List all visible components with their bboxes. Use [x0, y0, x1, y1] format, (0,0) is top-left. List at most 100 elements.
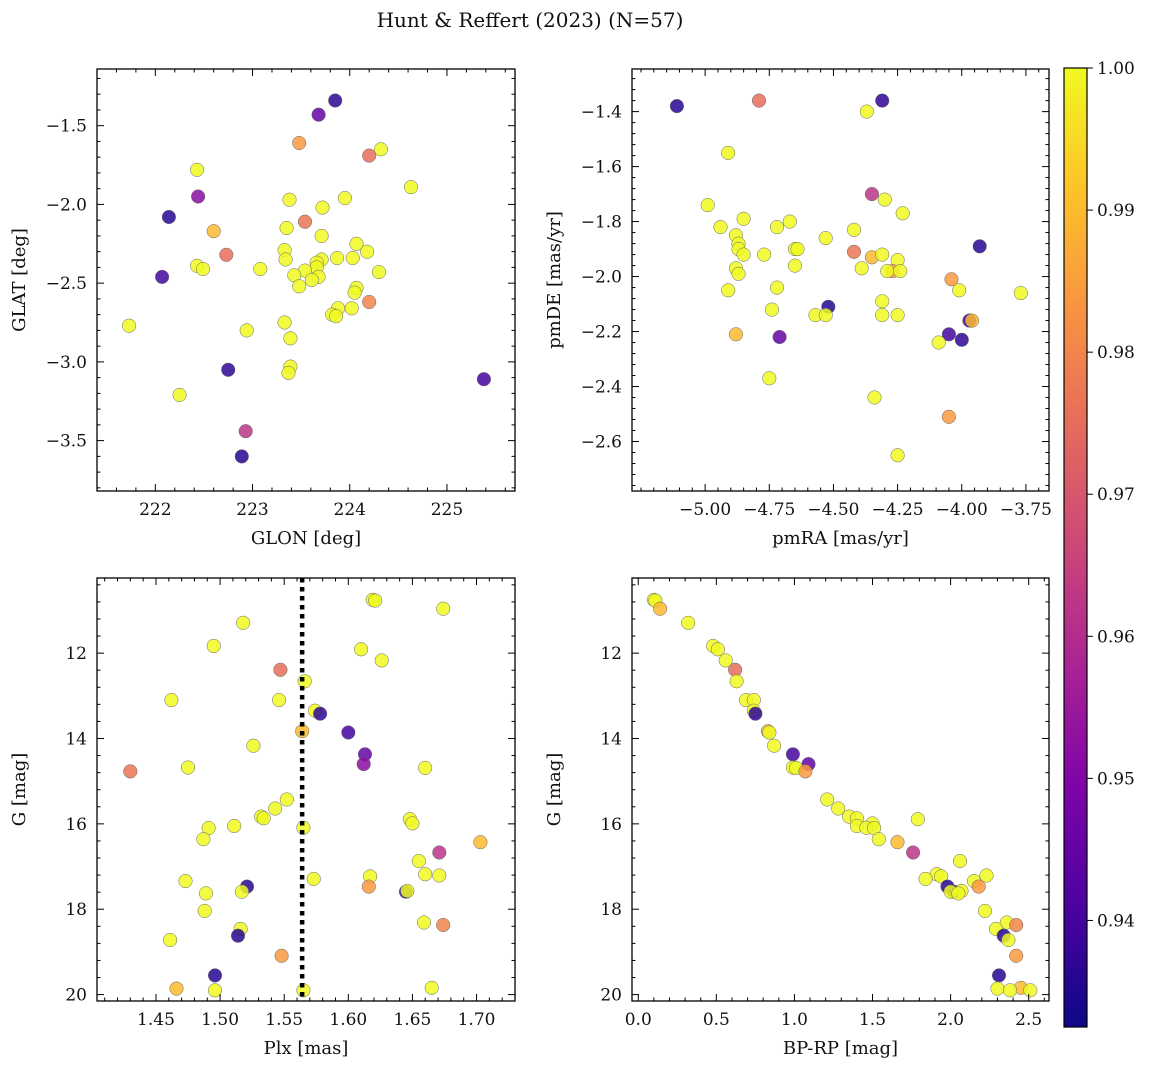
y-axis-label: GLAT [deg]: [9, 228, 30, 332]
data-point: [964, 313, 980, 328]
data-point: [1013, 286, 1028, 301]
x-axis-label: pmRA [mas/yr]: [772, 528, 909, 549]
data-point: [931, 335, 946, 350]
data-point: [818, 308, 833, 323]
data-point: [219, 247, 234, 262]
y-tick-label: 16: [65, 815, 87, 835]
data-point: [875, 247, 890, 262]
data-point: [207, 968, 223, 983]
data-point: [253, 261, 268, 277]
data-point: [890, 308, 905, 323]
x-tick-label: 222: [139, 500, 171, 520]
data-point: [669, 99, 684, 114]
data-point: [721, 283, 736, 298]
data-point: [273, 662, 288, 677]
y-tick-label: −1.8: [581, 213, 622, 233]
colorbar-tick-label: 0.99: [1097, 201, 1135, 221]
data-point: [313, 706, 328, 721]
data-point: [361, 879, 376, 894]
colorbar-tick-label: 1.00: [1097, 59, 1135, 79]
data-point: [818, 231, 833, 246]
data-point: [196, 832, 211, 847]
data-point: [344, 301, 359, 316]
data-point: [337, 191, 352, 206]
data-point: [281, 365, 296, 380]
data-point: [234, 449, 249, 464]
data-point: [820, 792, 835, 807]
data-point: [729, 674, 744, 689]
data-point: [246, 738, 261, 753]
data-point: [971, 879, 986, 894]
colorbar-gradient: [1063, 67, 1088, 1028]
x-tick-label: 1.60: [329, 1010, 367, 1030]
data-point: [772, 329, 787, 345]
data-point: [436, 917, 451, 933]
data-point: [239, 323, 254, 338]
x-tick-label: −4.75: [743, 500, 795, 520]
x-tick-label: 1.70: [458, 1010, 496, 1030]
x-tick-label: 2.5: [1015, 1010, 1042, 1030]
scatter-points: [669, 93, 1028, 463]
data-point: [191, 189, 206, 204]
data-point: [400, 883, 415, 898]
data-point: [767, 738, 782, 753]
data-point: [782, 214, 797, 229]
data-point: [944, 272, 959, 287]
data-point: [164, 693, 179, 708]
data-point: [880, 264, 895, 279]
plot-frame: [96, 68, 516, 492]
x-axis-label: BP-RP [mag]: [783, 1038, 898, 1059]
data-point: [341, 725, 356, 740]
data-point: [297, 214, 313, 229]
data-point: [846, 222, 862, 237]
data-point: [731, 266, 746, 281]
data-point: [1009, 948, 1024, 963]
data-point: [1001, 932, 1016, 948]
data-point: [877, 192, 892, 207]
data-point: [345, 250, 360, 266]
data-point: [941, 327, 956, 342]
x-tick-label: 1.45: [137, 1010, 175, 1030]
data-point: [952, 283, 967, 298]
data-point: [713, 220, 728, 235]
data-point: [991, 968, 1007, 983]
data-point: [292, 135, 307, 151]
data-point: [757, 247, 772, 262]
data-point: [941, 409, 956, 424]
y-tick-label: −2.0: [581, 268, 622, 288]
data-point: [906, 845, 921, 860]
data-point: [234, 884, 249, 899]
data-point: [751, 93, 767, 108]
data-point: [890, 835, 905, 850]
x-tick-label: 2.0: [937, 1010, 964, 1030]
data-point: [206, 224, 221, 239]
data-point: [306, 871, 321, 886]
y-tick-label: 16: [600, 815, 622, 835]
data-point: [123, 764, 138, 779]
x-tick-label: 224: [334, 500, 366, 520]
data-point: [1023, 983, 1038, 998]
data-point: [859, 104, 874, 119]
data-point: [721, 145, 736, 160]
scatter-points: [646, 592, 1038, 998]
data-point: [653, 601, 668, 616]
data-point: [436, 601, 451, 616]
y-tick-label: 20: [65, 986, 87, 1006]
data-point: [272, 693, 287, 708]
data-point: [972, 239, 987, 254]
data-point: [890, 448, 905, 463]
x-tick-label: 1.50: [201, 1010, 239, 1030]
data-point: [762, 725, 777, 740]
data-point: [748, 706, 763, 721]
data-point: [330, 250, 345, 266]
data-point: [954, 332, 969, 347]
x-tick-label: 1.55: [265, 1010, 303, 1030]
data-point: [831, 801, 846, 816]
x-tick-label: 1.65: [393, 1010, 431, 1030]
data-point: [279, 792, 294, 807]
data-point: [736, 247, 751, 262]
colorbar-tick-label: 0.95: [1097, 769, 1135, 789]
y-tick-label: 20: [600, 986, 622, 1006]
y-tick-label: −1.4: [581, 103, 622, 123]
scatter-points: [122, 93, 491, 464]
